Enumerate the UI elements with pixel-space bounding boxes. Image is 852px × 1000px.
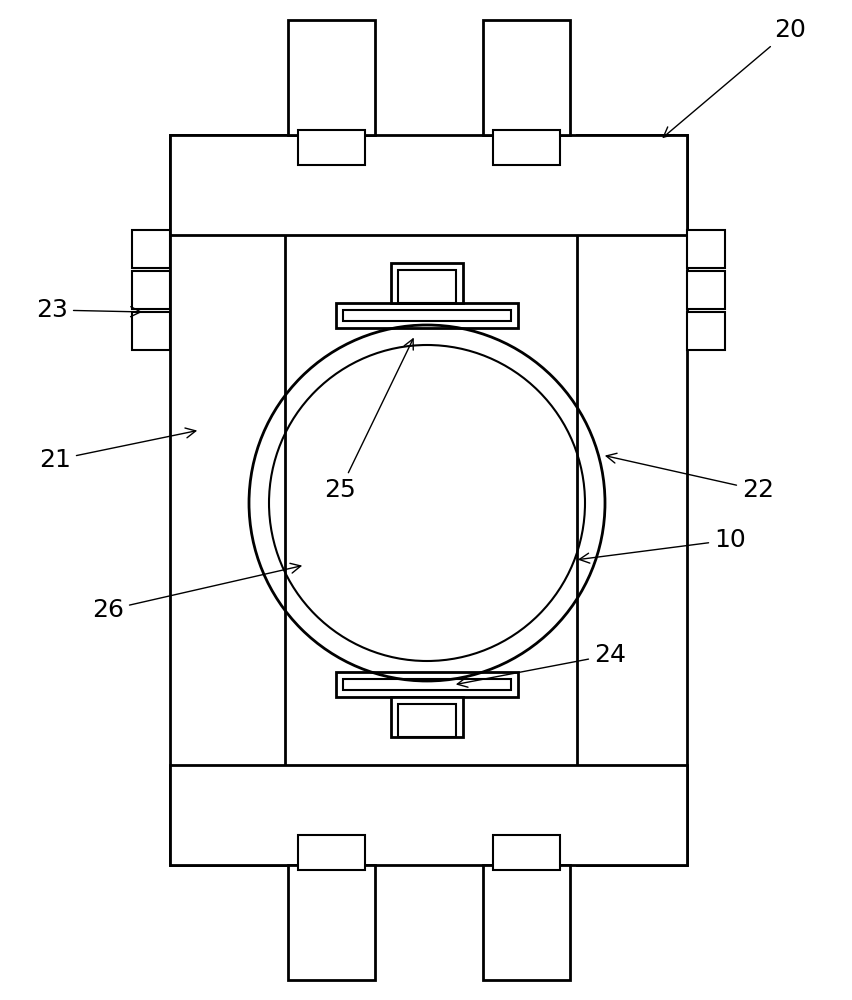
Bar [390, 697, 463, 737]
Bar [492, 130, 560, 165]
Text: 24: 24 [457, 643, 625, 687]
Bar [686, 271, 724, 309]
Text: 10: 10 [579, 528, 745, 563]
Bar [398, 704, 456, 737]
Bar [482, 865, 569, 980]
Bar [343, 679, 510, 690]
Text: 23: 23 [36, 298, 141, 322]
Bar [297, 835, 365, 870]
Bar [288, 20, 375, 135]
Bar [170, 135, 686, 235]
Text: 20: 20 [663, 18, 805, 137]
Text: 22: 22 [606, 453, 773, 502]
Bar [686, 230, 724, 268]
Bar [132, 271, 170, 309]
Bar [336, 303, 517, 328]
Bar [482, 20, 569, 135]
Bar [288, 865, 375, 980]
Bar [686, 312, 724, 350]
Bar [398, 270, 456, 303]
Text: 26: 26 [92, 563, 301, 622]
Bar [576, 135, 686, 865]
Bar [390, 263, 463, 303]
Bar [170, 135, 285, 865]
Text: 21: 21 [39, 428, 195, 472]
Text: 25: 25 [324, 339, 412, 502]
Bar [170, 765, 686, 865]
Bar [132, 230, 170, 268]
Bar [297, 130, 365, 165]
Bar [492, 835, 560, 870]
Bar [336, 672, 517, 697]
Bar [132, 312, 170, 350]
Bar [343, 310, 510, 321]
